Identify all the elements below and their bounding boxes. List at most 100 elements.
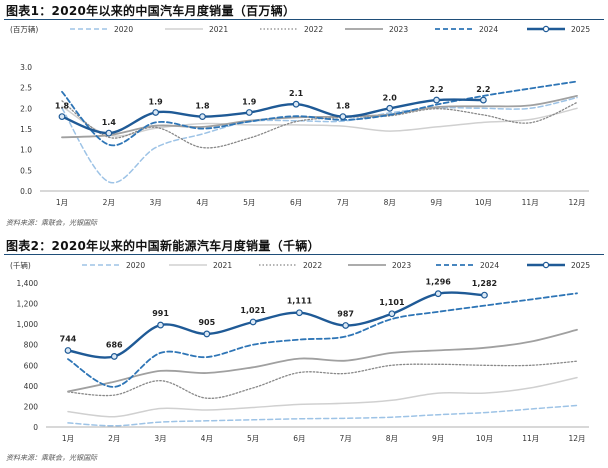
chart1-point — [58, 113, 66, 120]
chart1-x-tick: 11月 — [522, 198, 539, 207]
chart1-point — [245, 109, 253, 116]
chart1-y-tick: 2.5 — [20, 84, 32, 93]
chart2-x-tick: 2月 — [108, 434, 120, 443]
chart1-unit-label: (百万辆) — [10, 24, 38, 34]
chart1-x-tick: 2月 — [103, 198, 115, 207]
chart2-legend-2024-label: 2024 — [480, 261, 499, 270]
chart2-data-label: 1,021 — [240, 306, 266, 315]
chart1-point — [199, 113, 206, 120]
chart2-x-tick: 1月 — [62, 434, 74, 443]
chart1-series-2020-line — [61, 96, 578, 184]
chart2-x-tick: 12月 — [568, 434, 585, 443]
chart2-y-tick: 200 — [24, 402, 39, 411]
chart1-series-2021-line — [61, 105, 578, 137]
chart1-source: 资料来源：乘联会，光银国际 — [6, 219, 97, 227]
chart1-series-2023-line — [61, 95, 578, 139]
chart1-point — [479, 96, 487, 104]
chart2-legend-2020-label: 2020 — [126, 261, 145, 270]
chart2-title: 图表2：2020年以来的中国新能源汽车月度销量（千辆） — [6, 239, 320, 253]
chart1-x-tick: 5月 — [243, 198, 255, 207]
chart1-series-2022-line — [61, 100, 578, 149]
chart1-legend-2021-label: 2021 — [209, 25, 228, 34]
chart2-series-2021-line — [67, 376, 578, 418]
chart2-series-2022-line — [67, 360, 578, 399]
chart2-data-label: 1,282 — [472, 279, 497, 288]
chart1-point — [292, 100, 300, 108]
chart2-point — [388, 310, 396, 318]
chart2-series-2024-line — [67, 292, 578, 388]
chart2-x-tick: 9月 — [432, 434, 444, 443]
chart2-series-2020-line — [67, 404, 578, 427]
chart1-data-label: 2.0 — [383, 93, 398, 102]
chart1-x-tick: 9月 — [430, 198, 442, 207]
chart1-x-tick: 3月 — [149, 198, 161, 207]
chart2-data-label: 991 — [152, 309, 169, 318]
chart1-legend-2020-label: 2020 — [114, 25, 133, 34]
chart2-point — [342, 322, 350, 329]
chart1-point — [105, 129, 113, 137]
chart2-x-tick: 11月 — [522, 434, 539, 443]
chart2-title-rule — [4, 254, 604, 255]
chart1-x-tick: 10月 — [475, 198, 492, 207]
chart1-data-label: 1.8 — [55, 102, 70, 111]
chart2-x-tick: 7月 — [339, 434, 351, 443]
chart2-x-tick: 5月 — [247, 434, 259, 443]
chart2-y-tick: 800 — [24, 341, 39, 350]
chart2-point — [203, 330, 211, 338]
chart2-y-tick: 1,000 — [17, 320, 39, 329]
chart1-data-label: 1.9 — [149, 97, 164, 106]
chart1-data-label: 2.2 — [476, 85, 490, 94]
chart1-x-tick: 12月 — [568, 198, 585, 207]
chart2-y-tick: 1,200 — [17, 300, 39, 309]
chart1-y-tick: 1.0 — [20, 146, 32, 155]
chart2-unit-label: (千辆) — [10, 260, 31, 270]
chart1-legend-2025-label: 2025 — [571, 25, 590, 34]
chart1-legend-2022-label: 2022 — [304, 25, 323, 34]
chart1-legend-2024-label: 2024 — [479, 25, 498, 34]
chart1-point — [433, 96, 440, 104]
chart1-data-label: 2.1 — [289, 89, 304, 98]
chart1-legend-2023-label: 2023 — [389, 25, 408, 34]
chart1-point — [386, 104, 394, 112]
chart2-plot: (千辆) 0 200 400 600 800 1,000 1,200 1,400 1月 2月 3月 4月… — [10, 260, 590, 443]
chart1-title: 图表1：2020年以来的中国汽车月度销量（百万辆） — [6, 4, 296, 18]
chart1-x-tick: 1月 — [56, 198, 68, 207]
chart2-source: 资料来源：乘联会，光银国际 — [6, 454, 97, 462]
chart1-series-2025-line — [60, 98, 485, 135]
chart2-data-label: 905 — [198, 318, 215, 327]
chart1-point — [152, 109, 160, 116]
chart1-data-label: 1.9 — [242, 97, 257, 106]
chart1-data-label: 1.4 — [102, 118, 117, 127]
chart1-y-tick: 3.0 — [20, 63, 32, 72]
chart1-y-tick: 0.0 — [20, 187, 32, 196]
chart1-y-tick: 1.5 — [20, 125, 32, 134]
chart2-legend-2025-label: 2025 — [571, 261, 590, 270]
chart1-x-tick: 4月 — [196, 198, 208, 207]
chart1-y-tick: 2.0 — [20, 104, 32, 113]
chart1-point — [339, 113, 347, 120]
chart2-x-tick: 10月 — [476, 434, 493, 443]
chart2-data-label: 1,101 — [379, 298, 405, 307]
chart1-x-tick: 6月 — [290, 198, 302, 207]
chart2-legend-2022-label: 2022 — [303, 261, 322, 270]
chart2-point — [481, 291, 488, 299]
chart1-data-label: 2.2 — [429, 85, 443, 94]
chart2-point — [295, 309, 303, 317]
chart1-y-tick: 0.5 — [20, 166, 32, 175]
chart1-x-tick: 7月 — [337, 198, 349, 207]
chart2-data-label: 987 — [337, 309, 354, 318]
chart2-point — [249, 318, 257, 326]
chart2-data-label: 1,296 — [426, 278, 452, 287]
chart2-y-tick: 600 — [24, 361, 39, 370]
chart2-x-tick: 3月 — [154, 434, 166, 443]
chart2-point — [110, 353, 118, 360]
chart2-y-tick: 0 — [33, 423, 38, 432]
chart2-legend-2025-marker — [542, 261, 550, 269]
chart2-x-tick: 4月 — [201, 434, 213, 443]
chart2-data-label: 744 — [60, 334, 77, 343]
chart2-data-label: 686 — [106, 340, 123, 349]
chart1-legend-2025-marker — [542, 25, 550, 33]
chart1-series-2024-line — [61, 80, 578, 147]
chart2-point — [434, 290, 442, 298]
chart1-data-label: 1.8 — [195, 102, 210, 111]
